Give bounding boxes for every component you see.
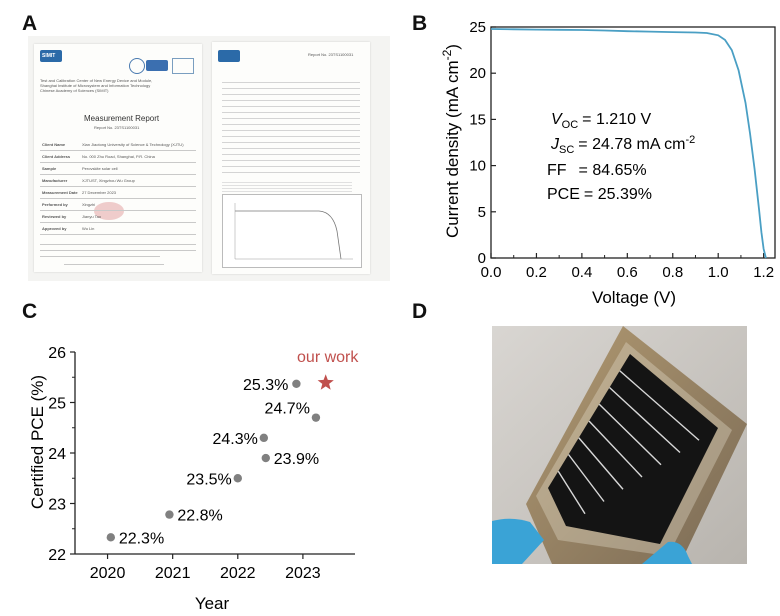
report-page-1: SIMIT Test and Calibration Center of New… xyxy=(34,44,202,272)
report-field-value: Jianyu Tao xyxy=(82,214,102,219)
jv-plot-frame xyxy=(490,26,776,259)
pce-data-point xyxy=(106,533,116,542)
report-field-label: Measurement Date xyxy=(42,190,78,195)
report-header-line: Chinese Academy of Sciences (SIMIT) xyxy=(40,88,109,93)
pce-y-tick-label: 22 xyxy=(48,547,66,564)
pce-point-label: 23.5% xyxy=(186,471,231,488)
panel-letter-b: B xyxy=(412,12,428,35)
panel-letter-a: A xyxy=(22,12,38,35)
logo-text: SIMIT xyxy=(42,53,56,59)
active-layer xyxy=(548,354,718,544)
report-field-value: Wu Lin xyxy=(82,226,95,231)
jv-y-tick-label: 10 xyxy=(469,158,486,175)
certification-report-image: SIMIT Test and Calibration Center of New… xyxy=(28,36,390,281)
report-field-value: Xingzhi xyxy=(82,202,96,207)
pce-data-point xyxy=(165,510,174,519)
red-stamp-icon xyxy=(94,202,124,220)
jv-x-tick-label: 0.4 xyxy=(571,264,592,281)
report-number-page-2: Report No. 23TS1100031 xyxy=(308,52,354,57)
pce-point-label: 23.9% xyxy=(274,451,319,468)
jv-y-tick-label: 25 xyxy=(469,19,486,36)
report-page-2: Report No. 23TS1100031 xyxy=(212,42,370,274)
report-field-value: XJTUST, Xingzhou Wu Group xyxy=(82,178,135,183)
pce-data-point xyxy=(311,413,321,422)
jv-y-axis-label: Current density (mA cm-2) xyxy=(440,44,462,238)
pce-y-tick-label: 25 xyxy=(48,396,66,413)
pce-point-label: 22.8% xyxy=(177,508,222,525)
report-header-line: Test and Calibration Center of New Energ… xyxy=(40,78,153,83)
report-field-label: Client Name xyxy=(42,142,66,147)
report-field-value: 27 December 2023 xyxy=(82,190,117,195)
report-field-value: Perovskite solar cell xyxy=(82,166,118,171)
pce-y-axis-label: Certified PCE (%) xyxy=(28,375,47,509)
report-field-label: Client Address xyxy=(42,154,71,159)
ilac-logo-icon xyxy=(172,58,194,74)
pce-point-label: 25.3% xyxy=(243,377,288,394)
simit-logo-icon xyxy=(218,50,240,62)
panel-letter-d: D xyxy=(412,300,428,323)
jv-x-tick-label: 0.8 xyxy=(662,264,683,281)
jv-y-tick-label: 15 xyxy=(469,111,486,128)
pce-data-point xyxy=(233,474,242,483)
pce-point-label: 24.7% xyxy=(265,401,310,418)
report-field-label: Performed by xyxy=(42,202,68,207)
jsc-label: JSC = 24.78 mA cm-2 xyxy=(550,134,695,156)
simit-logo-icon xyxy=(40,50,62,62)
gloved-hand-right xyxy=(642,541,692,564)
pce-x-tick-label: 2022 xyxy=(220,565,256,582)
jv-x-axis-label: Voltage (V) xyxy=(592,288,676,307)
pce-y-tick-label: 23 xyxy=(48,497,66,514)
gloved-hand-left xyxy=(492,518,544,564)
report-jv-thumbnail xyxy=(222,194,362,268)
pce-data-point xyxy=(259,433,269,443)
our-work-label: our work xyxy=(297,349,359,366)
pce-x-tick-label: 2021 xyxy=(155,565,191,582)
report-field-label: Reviewed by xyxy=(42,214,67,219)
report-field-value: Xian Jiaotong University of Science & Te… xyxy=(82,142,184,147)
jv-curve-line xyxy=(490,28,767,259)
report-number: Report No. 23TS1100031 xyxy=(94,125,140,130)
cnas-logo-icon xyxy=(146,60,168,71)
jv-x-tick-label: 1.0 xyxy=(708,264,729,281)
report-field-label: Manufacturer xyxy=(42,178,68,183)
pce-point-label: 24.3% xyxy=(212,431,257,448)
pce-data-point xyxy=(261,453,270,463)
accreditation-seal-icon xyxy=(129,58,145,74)
panel-letter-c: C xyxy=(22,300,38,323)
jv-x-tick-label: 0.2 xyxy=(526,264,547,281)
jv-x-tick-label: 1.2 xyxy=(753,264,774,281)
jv-y-tick-label: 20 xyxy=(469,65,486,82)
report-field-label: Sample xyxy=(42,166,57,171)
pce-y-tick-label: 26 xyxy=(48,345,66,362)
pce-y-tick-label: 24 xyxy=(48,446,66,463)
voc-label: VOC = 1.210 V xyxy=(551,111,651,131)
pce-x-tick-label: 2023 xyxy=(285,565,321,582)
pce-point-label: 22.3% xyxy=(119,530,164,547)
report-header-line: Shanghai Institute of Microsystem and In… xyxy=(40,83,151,88)
jv-x-tick-label: 0.0 xyxy=(481,264,502,281)
ff-label: FF = 84.65% xyxy=(547,162,647,179)
solar-cell-photo xyxy=(492,326,747,564)
our-work-star-icon xyxy=(317,374,334,390)
report-field-value: No. 000 Zhu Road, Shanghai, P.R. China xyxy=(82,154,155,159)
pce-label: PCE = 25.39% xyxy=(547,186,652,203)
jv-y-tick-label: 0 xyxy=(478,250,486,267)
pce-x-tick-label: 2020 xyxy=(90,565,126,582)
jv-y-tick-label: 5 xyxy=(478,204,486,221)
pce-x-axis-label: Year xyxy=(195,594,230,613)
jv-x-tick-label: 0.6 xyxy=(617,264,638,281)
report-field-label: Approved by xyxy=(42,226,67,231)
pce-data-point xyxy=(292,379,301,389)
report-title: Measurement Report xyxy=(84,114,160,123)
